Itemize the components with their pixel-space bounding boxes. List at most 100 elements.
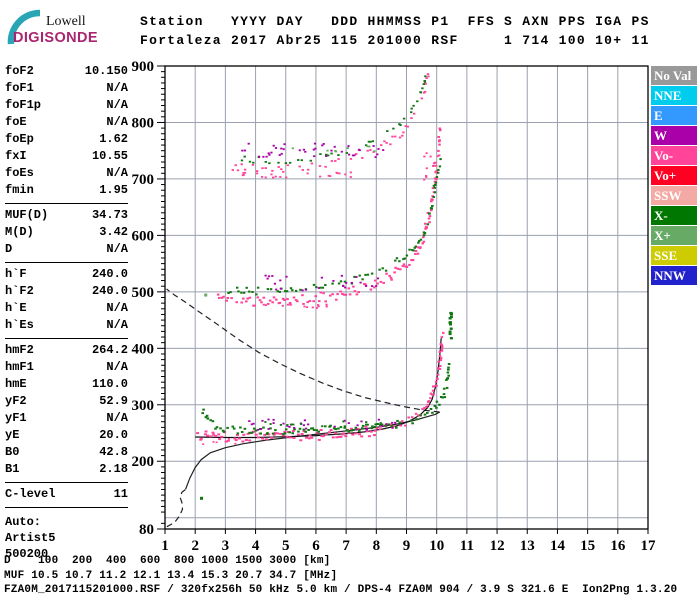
param-row-yF1: yF1 N/A <box>5 410 128 427</box>
x-tick-label: 15 <box>580 538 595 554</box>
y-tick-label: 900 <box>132 59 155 75</box>
param-value: 2.18 <box>99 462 128 476</box>
param-value: N/A <box>106 81 128 95</box>
param-value: 11 <box>113 487 128 501</box>
status-line-2: MUF 10.5 10.7 11.2 12.1 13.4 15.3 20.7 3… <box>4 569 338 582</box>
axis-ticks <box>157 65 649 534</box>
param-row-B0: B0 42.8 <box>5 444 128 461</box>
trace-2F-trace-O <box>216 161 438 307</box>
param-label: foEs <box>5 166 34 180</box>
y-tick-label: 600 <box>132 228 155 244</box>
legend-item-X-: X- <box>651 206 697 225</box>
param-value: N/A <box>106 98 128 112</box>
x-tick-label: 9 <box>403 538 411 554</box>
true-height-profile-topside <box>166 288 440 413</box>
legend-item-X+: X+ <box>651 226 697 245</box>
param-value: N/A <box>106 411 128 425</box>
param-row-hmE: hmE 110.0 <box>5 376 128 393</box>
legend-item-SSW: SSW <box>651 186 697 205</box>
trace-2F-trace-X <box>227 158 442 296</box>
param-label: fmin <box>5 183 34 197</box>
param-value: 34.73 <box>91 208 128 222</box>
autoscaling-info: Auto: Artist5 500200 <box>5 508 128 562</box>
trace-3F-trace-X <box>240 75 427 165</box>
param-row-D: D N/A <box>5 241 128 258</box>
logo-text-digisonde: DIGISONDE <box>13 30 98 46</box>
param-group: h`F 240.0 h`F2 240.0 h`E N/A h`Es N/A <box>5 263 128 339</box>
echo-data-layer <box>166 73 453 528</box>
param-value: 10.55 <box>91 149 128 163</box>
logo-text-lowell: Lowell <box>46 14 86 29</box>
param-row-foE: foE N/A <box>5 114 128 131</box>
param-row-foF1p: foF1p N/A <box>5 97 128 114</box>
param-label: foE <box>5 115 27 129</box>
param-value: N/A <box>106 318 128 332</box>
legend-item-SSE: SSE <box>651 246 697 265</box>
status-line-1: D 100 200 400 600 800 1000 1500 3000 [km… <box>4 555 331 567</box>
speckle-band-O-specks-2F-top <box>423 152 441 181</box>
x-tick-label: 5 <box>282 538 290 554</box>
legend-item-Vo-: Vo- <box>651 146 697 165</box>
param-row-hmF1: hmF1 N/A <box>5 359 128 376</box>
param-value: N/A <box>106 301 128 315</box>
header-line-columns: Station YYYY DAY DDD HHMMSS P1 FFS S AXN… <box>140 14 650 29</box>
legend-item-Vo+: Vo+ <box>651 166 697 185</box>
x-tick-label: 2 <box>191 538 199 554</box>
x-tick-label: 13 <box>520 538 535 554</box>
x-tick-label: 7 <box>342 538 350 554</box>
logo-arc-icon <box>7 9 41 45</box>
param-value: N/A <box>106 166 128 180</box>
trace-F-trace-O-rise <box>375 331 445 431</box>
status-line-3: FZA0M_2017115201000.RSF / 320fx256h 50 k… <box>4 584 678 596</box>
param-group: foF2 10.150 foF1 N/A foF1p N/A foE N/A foEp 1.62 f… <box>5 60 128 204</box>
param-label: B1 <box>5 462 20 476</box>
param-value: 10.150 <box>84 64 128 78</box>
param-row-fxI: fxI 10.55 <box>5 148 128 165</box>
param-label: yF2 <box>5 394 27 408</box>
param-label: D <box>5 242 13 256</box>
status-bar: D 100 200 400 600 800 1000 1500 3000 [km… <box>4 554 677 598</box>
speckle-band-X-specks-F <box>264 420 382 428</box>
y-tick-label: 400 <box>132 341 155 357</box>
speckle-band-Xplus-specks-3F <box>291 145 376 153</box>
x-tick-label: 11 <box>460 538 474 554</box>
y-tick-label: 300 <box>132 398 155 414</box>
param-label: M(D) <box>5 225 34 239</box>
station-header: Station YYYY DAY DDD HHMMSS P1 FFS S AXN… <box>140 12 650 50</box>
speckle-band-O-specks-3F-below <box>241 171 352 179</box>
profile-E-extrapolated <box>166 489 186 528</box>
speckle-band-W-specks-3F <box>241 142 385 158</box>
param-label: yE <box>5 428 20 442</box>
x-tick-label: 16 <box>610 538 626 554</box>
y-tick-label: 500 <box>132 285 155 301</box>
autoscaling-line: Artist5 <box>5 531 56 545</box>
x-tick-label: 10 <box>429 538 444 554</box>
param-label: h`Es <box>5 318 34 332</box>
speckle-band-O-specks-2F-below <box>262 303 328 309</box>
trace-F-trace-X <box>201 363 451 436</box>
grid-lines <box>165 66 648 529</box>
param-value: N/A <box>106 360 128 374</box>
param-label: MUF(D) <box>5 208 49 222</box>
param-value: 110.0 <box>91 377 128 391</box>
scaled-parameters-panel: foF2 10.150 foF1 N/A foF1p N/A foE N/A foEp 1.62 f… <box>5 60 128 562</box>
param-value: 52.9 <box>99 394 128 408</box>
y-tick-label: 800 <box>132 115 155 131</box>
param-row-hF: h`F 240.0 <box>5 266 128 283</box>
legend-item-NNW: NNW <box>651 266 697 285</box>
trace-3F-trace-O <box>231 73 430 173</box>
param-row-B1: B1 2.18 <box>5 461 128 478</box>
y-tick-label: 200 <box>132 454 155 470</box>
echo-direction-legend: No Val NNE E W Vo- Vo+ SSW X- X+ SSE NNW <box>651 66 697 286</box>
param-row-Clevel: C-level 11 <box>5 486 128 503</box>
stray-echo-dot <box>200 496 204 500</box>
param-row-hmF2: hmF2 264.2 <box>5 342 128 359</box>
param-label: foF1p <box>5 98 42 112</box>
param-label: fxI <box>5 149 27 163</box>
param-row-hE: h`E N/A <box>5 300 128 317</box>
param-value: 240.0 <box>91 267 128 281</box>
autoscaling-line: 500200 <box>5 547 49 561</box>
param-row-foEs: foEs N/A <box>5 165 128 182</box>
param-label: hmF1 <box>5 360 34 374</box>
